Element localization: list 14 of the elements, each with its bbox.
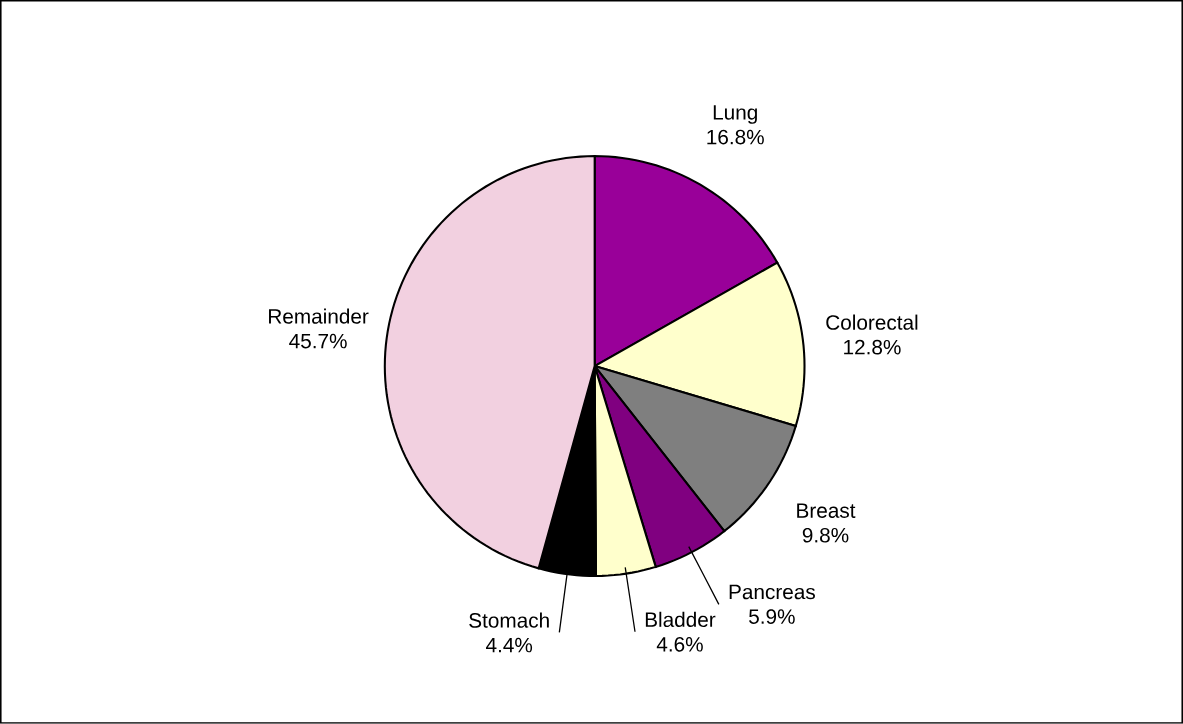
slice-label: Stomach: [469, 612, 549, 628]
slice-label: Breast: [797, 503, 856, 519]
slice-label: Colorectal: [826, 314, 918, 330]
data-label: 4.4%: [486, 637, 533, 653]
data-label: 12.8%: [844, 339, 901, 355]
slice-label: Remainder: [269, 308, 369, 324]
slice-label: Bladder: [645, 611, 716, 628]
data-label: 45.7%: [289, 333, 347, 349]
data-label: 9.8%: [802, 528, 849, 543]
data-label: 16.8%: [707, 129, 764, 145]
slice-label: Pancreas: [729, 584, 815, 600]
data-label: 4.6%: [656, 637, 703, 652]
data-label: 5.9%: [749, 609, 795, 625]
slice-label: Lung: [713, 105, 757, 125]
